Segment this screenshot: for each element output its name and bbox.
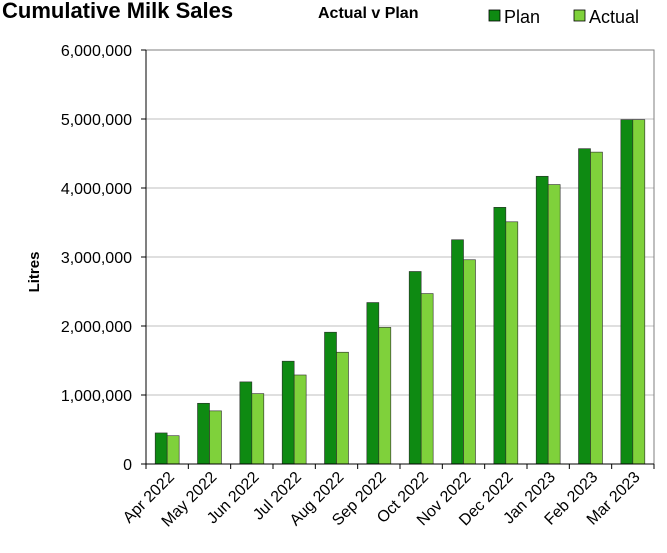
bar-actual-mar-2023: [632, 119, 646, 465]
y-tick-label: 2,000,000: [61, 319, 132, 336]
y-tick-label: 6,000,000: [61, 43, 132, 60]
bar-plan-oct-2022: [408, 271, 422, 465]
bars: [154, 119, 646, 465]
legend-swatch-actual: [573, 9, 586, 22]
bar-plan-sep-2022: [366, 302, 380, 465]
axes: [141, 49, 655, 469]
bar-actual-jul-2022: [293, 374, 307, 465]
bar-actual-nov-2022: [463, 259, 476, 465]
y-tick-label: 3,000,000: [61, 250, 132, 267]
bar-plan-feb-2023: [578, 148, 591, 465]
bar-actual-aug-2022: [336, 351, 349, 465]
bar-plan-mar-2023: [620, 119, 634, 465]
legend: Plan Actual: [488, 7, 639, 27]
bar-plan-nov-2022: [451, 239, 464, 465]
bar-plan-jun-2022: [239, 381, 253, 465]
y-axis-label: Litres: [26, 252, 43, 293]
bar-plan-dec-2022: [493, 207, 507, 465]
bar-plan-jul-2022: [281, 360, 295, 465]
y-tick-label: 1,000,000: [61, 388, 132, 405]
bar-actual-oct-2022: [420, 293, 434, 465]
bar-plan-aug-2022: [324, 331, 337, 465]
y-tick-label: 5,000,000: [61, 112, 132, 129]
legend-label-actual: Actual: [589, 7, 639, 27]
y-tick-label: 4,000,000: [61, 181, 132, 198]
legend-swatch-plan: [488, 9, 501, 22]
bar-plan-apr-2022: [154, 432, 168, 465]
chart-title: Cumulative Milk Sales: [2, 0, 233, 23]
bar-actual-feb-2023: [590, 151, 603, 465]
bar-actual-sep-2022: [378, 327, 392, 465]
bar-plan-jan-2023: [535, 175, 549, 465]
chart-subtitle: Actual v Plan: [318, 5, 418, 22]
bar-actual-jun-2022: [251, 393, 265, 465]
bar-plan-may-2022: [197, 402, 210, 465]
y-tick-label: 0: [123, 457, 132, 474]
bar-actual-apr-2022: [166, 435, 180, 465]
bar-actual-dec-2022: [505, 221, 519, 465]
gridlines: [146, 49, 654, 396]
bar-actual-jan-2023: [547, 184, 561, 465]
bar-actual-may-2022: [209, 410, 222, 465]
legend-label-plan: Plan: [504, 7, 540, 27]
